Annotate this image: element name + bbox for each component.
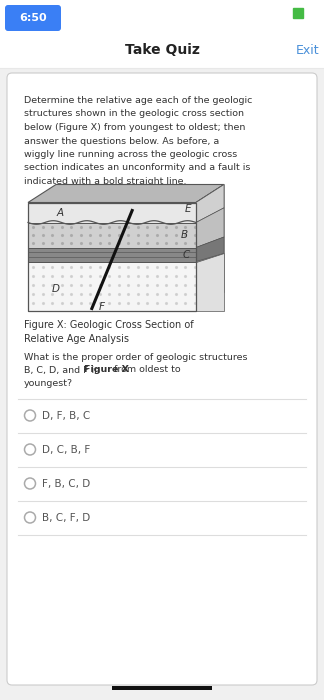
FancyBboxPatch shape (7, 73, 317, 685)
Text: E: E (185, 204, 191, 214)
Text: B, C, D, and F in: B, C, D, and F in (24, 365, 103, 375)
FancyBboxPatch shape (5, 5, 61, 31)
Text: D, F, B, C: D, F, B, C (42, 410, 90, 421)
Bar (28, 202, 196, 311)
Polygon shape (28, 185, 224, 202)
Text: from oldest to: from oldest to (111, 365, 180, 375)
Text: A: A (56, 207, 64, 218)
Bar (112, 686, 212, 690)
Text: below (Figure X) from youngest to oldest; then: below (Figure X) from youngest to oldest… (24, 123, 245, 132)
Bar (28, 223, 196, 248)
Text: Relative Age Analysis: Relative Age Analysis (24, 333, 129, 344)
Polygon shape (196, 185, 224, 223)
Text: Figure X: Geologic Cross Section of: Figure X: Geologic Cross Section of (24, 321, 194, 330)
Text: structures shown in the geologic cross section: structures shown in the geologic cross s… (24, 109, 244, 118)
Text: What is the proper order of geologic structures: What is the proper order of geologic str… (24, 353, 248, 361)
Text: B, C, F, D: B, C, F, D (42, 512, 90, 522)
Text: F, B, C, D: F, B, C, D (42, 479, 90, 489)
Polygon shape (196, 208, 224, 248)
Text: indicated with a bold straight line.: indicated with a bold straight line. (24, 177, 187, 186)
Text: D, C, B, F: D, C, B, F (42, 444, 90, 454)
Text: wiggly line running across the geologic cross: wiggly line running across the geologic … (24, 150, 237, 159)
Text: 6:50: 6:50 (19, 13, 47, 23)
Bar (28, 262, 196, 311)
Text: D: D (52, 284, 60, 295)
Text: answer the questions below. As before, a: answer the questions below. As before, a (24, 136, 219, 146)
Polygon shape (196, 253, 224, 311)
Polygon shape (196, 185, 224, 311)
Text: B: B (180, 230, 188, 241)
Text: section indicates an unconformity and a fault is: section indicates an unconformity and a … (24, 164, 250, 172)
Text: Take Quiz: Take Quiz (124, 43, 200, 57)
FancyBboxPatch shape (0, 0, 324, 68)
Text: Figure X: Figure X (84, 365, 129, 375)
Polygon shape (196, 237, 224, 262)
Text: Determine the relative age each of the geologic: Determine the relative age each of the g… (24, 96, 252, 105)
Text: youngest?: youngest? (24, 379, 73, 388)
Text: C: C (182, 249, 190, 260)
Text: Exit: Exit (296, 43, 320, 57)
Bar (28, 202, 196, 223)
Text: F: F (99, 302, 105, 312)
Bar (28, 248, 196, 262)
